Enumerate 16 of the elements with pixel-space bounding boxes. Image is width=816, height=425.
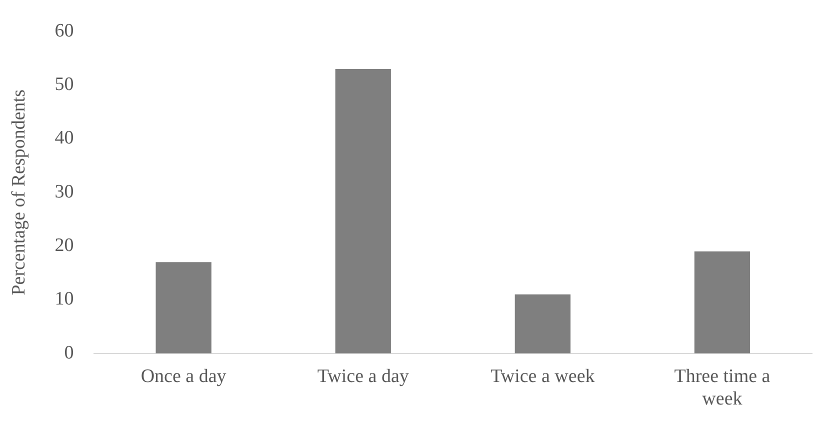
- y-tick-label: 20: [54, 235, 74, 256]
- x-tick-label: Twice a week: [490, 366, 596, 387]
- y-axis-title: Percentage of Respondents: [8, 90, 30, 296]
- y-tick-label: 10: [54, 288, 74, 310]
- x-tick-label: Three time a week: [674, 366, 771, 410]
- bar: [514, 294, 571, 354]
- y-tick-label: 30: [54, 181, 74, 202]
- y-tick-label: 40: [54, 128, 74, 149]
- bar: [156, 262, 212, 354]
- y-tick-label: 60: [54, 20, 74, 42]
- bar: [335, 68, 391, 354]
- y-tick-label: 0: [64, 342, 74, 364]
- x-tick-label: Twice a day: [317, 366, 410, 387]
- y-tick-label: 50: [54, 74, 74, 96]
- bar: [694, 251, 750, 354]
- x-tick-label: Once a day: [140, 366, 227, 387]
